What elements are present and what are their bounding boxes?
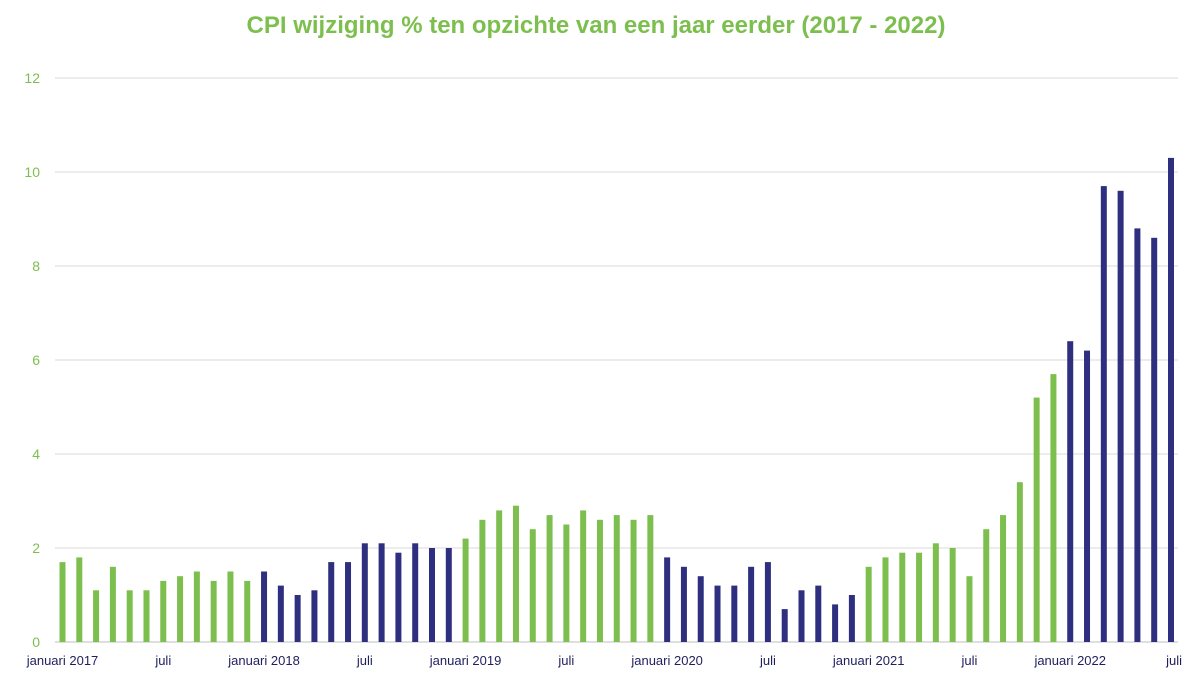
bar: [1050, 374, 1057, 642]
bar: [680, 566, 687, 642]
bar: [983, 529, 990, 642]
bar: [177, 576, 184, 642]
bar: [630, 519, 637, 642]
y-tick-label: 8: [32, 258, 40, 274]
bar: [59, 562, 66, 642]
x-tick-label: juli: [356, 653, 373, 668]
bar: [328, 562, 335, 642]
bar: [1067, 341, 1074, 642]
x-tick-label: juli: [557, 653, 574, 668]
y-tick-label: 2: [32, 540, 40, 556]
bar: [546, 515, 553, 642]
x-tick-label: juli: [1165, 653, 1182, 668]
x-axis-ticks: januari 2017 juli januari 2018 juli januari …: [26, 653, 1182, 668]
bar: [227, 571, 234, 642]
bar: [345, 562, 352, 642]
x-tick-label: januari 2017: [26, 653, 99, 668]
bar: [1117, 190, 1124, 643]
bar: [496, 510, 503, 642]
bar: [76, 557, 83, 642]
y-tick-label: 6: [32, 352, 40, 368]
bar: [664, 557, 671, 642]
bar: [613, 515, 620, 642]
bar: [143, 590, 150, 642]
bar: [563, 524, 570, 642]
bar: [109, 566, 116, 642]
bar: [848, 595, 855, 642]
bar: [798, 590, 805, 642]
bar: [93, 590, 100, 642]
bar: [596, 519, 603, 642]
bar: [714, 585, 721, 642]
bar: [697, 576, 704, 642]
x-tick-label: januari 2018: [227, 653, 300, 668]
x-tick-label: juli: [759, 653, 776, 668]
bar: [529, 529, 536, 642]
bar: [916, 552, 923, 642]
bar: [395, 552, 402, 642]
chart-title: CPI wijziging % ten opzichte van een jaa…: [246, 12, 946, 39]
x-tick-label: januari 2021: [832, 653, 905, 668]
bar: [865, 566, 872, 642]
bar: [1151, 237, 1158, 643]
bar: [1100, 186, 1107, 642]
bar: [429, 548, 435, 642]
bar: [311, 590, 318, 642]
bar: [1134, 228, 1141, 642]
y-tick-label: 4: [32, 446, 40, 462]
bar: [277, 585, 284, 642]
x-tick-label: januari 2020: [630, 653, 703, 668]
bar: [479, 519, 486, 642]
bar: [966, 576, 973, 642]
bar: [193, 571, 200, 642]
bar: [731, 585, 738, 642]
bar: [899, 552, 906, 642]
x-tick-label: juli: [154, 653, 171, 668]
bar: [1168, 157, 1174, 642]
bar: [748, 566, 755, 642]
bar: [462, 538, 469, 642]
bar: [949, 548, 956, 642]
bar: [244, 580, 251, 642]
y-tick-label: 0: [32, 634, 40, 650]
bar: [882, 557, 889, 642]
bars: [59, 157, 1174, 643]
bar: [1016, 482, 1023, 642]
bar: [160, 580, 167, 642]
y-tick-label: 10: [24, 164, 40, 180]
bar: [294, 595, 301, 642]
bar: [412, 543, 419, 642]
bar: [261, 571, 268, 642]
bar: [445, 548, 452, 642]
bar: [126, 590, 133, 642]
bar: [647, 515, 654, 642]
bar: [512, 505, 519, 642]
bar: [210, 580, 217, 642]
x-tick-label: januari 2019: [429, 653, 502, 668]
bar: [580, 510, 587, 642]
bar: [815, 585, 822, 642]
x-tick-label: januari 2022: [1033, 653, 1106, 668]
bar: [1033, 397, 1040, 642]
bar: [361, 543, 368, 642]
y-axis-ticks: 0 2 4 6 8 10 12: [24, 70, 40, 650]
bar: [764, 562, 771, 642]
bar: [932, 543, 939, 642]
y-tick-label: 12: [24, 70, 40, 86]
bar: [1000, 515, 1007, 642]
x-tick-label: juli: [961, 653, 978, 668]
bar: [378, 543, 385, 642]
bar: [781, 609, 788, 642]
bar: [1084, 350, 1091, 642]
bar: [832, 604, 839, 642]
